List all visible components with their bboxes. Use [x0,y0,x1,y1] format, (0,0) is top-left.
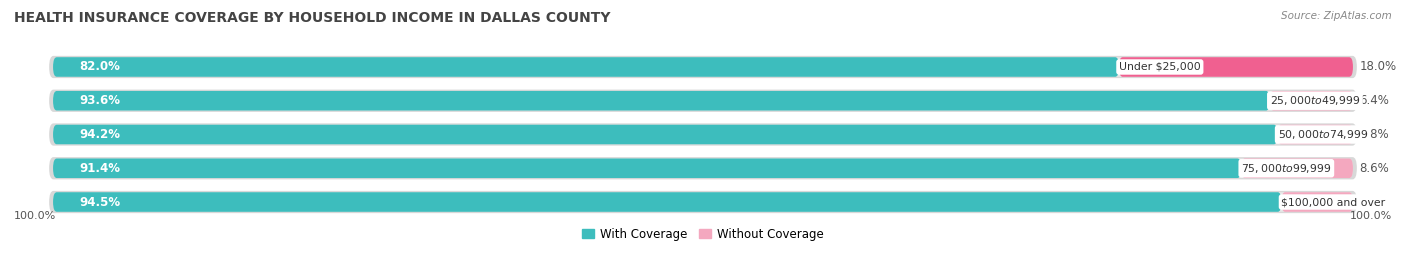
FancyBboxPatch shape [53,91,1270,111]
FancyBboxPatch shape [53,57,1353,77]
Text: $50,000 to $74,999: $50,000 to $74,999 [1278,128,1368,141]
Text: $25,000 to $49,999: $25,000 to $49,999 [1270,94,1360,107]
FancyBboxPatch shape [49,123,1357,146]
FancyBboxPatch shape [53,192,1353,212]
Text: 6.4%: 6.4% [1360,94,1389,107]
FancyBboxPatch shape [1278,125,1353,144]
FancyBboxPatch shape [53,158,1353,178]
Text: 91.4%: 91.4% [79,162,120,175]
FancyBboxPatch shape [1281,192,1353,212]
Text: 94.5%: 94.5% [79,196,120,208]
FancyBboxPatch shape [49,157,1357,179]
FancyBboxPatch shape [53,125,1353,144]
FancyBboxPatch shape [1241,158,1353,178]
FancyBboxPatch shape [49,90,1357,112]
Text: Under $25,000: Under $25,000 [1119,62,1201,72]
Text: 93.6%: 93.6% [79,94,120,107]
Text: 94.2%: 94.2% [79,128,120,141]
Text: 100.0%: 100.0% [1350,211,1392,221]
FancyBboxPatch shape [53,91,1353,111]
Text: Source: ZipAtlas.com: Source: ZipAtlas.com [1281,11,1392,21]
Text: $100,000 and over: $100,000 and over [1281,197,1385,207]
Text: 5.5%: 5.5% [1360,196,1389,208]
FancyBboxPatch shape [1119,57,1353,77]
FancyBboxPatch shape [53,158,1241,178]
FancyBboxPatch shape [1270,91,1353,111]
FancyBboxPatch shape [53,125,1278,144]
FancyBboxPatch shape [53,192,1281,212]
Text: 5.8%: 5.8% [1360,128,1389,141]
Text: 82.0%: 82.0% [79,61,120,73]
FancyBboxPatch shape [49,191,1357,213]
Text: HEALTH INSURANCE COVERAGE BY HOUSEHOLD INCOME IN DALLAS COUNTY: HEALTH INSURANCE COVERAGE BY HOUSEHOLD I… [14,11,610,25]
FancyBboxPatch shape [53,57,1119,77]
Text: $75,000 to $99,999: $75,000 to $99,999 [1241,162,1331,175]
Text: 8.6%: 8.6% [1360,162,1389,175]
Legend: With Coverage, Without Coverage: With Coverage, Without Coverage [578,223,828,246]
FancyBboxPatch shape [49,56,1357,78]
Text: 100.0%: 100.0% [14,211,56,221]
Text: 18.0%: 18.0% [1360,61,1396,73]
